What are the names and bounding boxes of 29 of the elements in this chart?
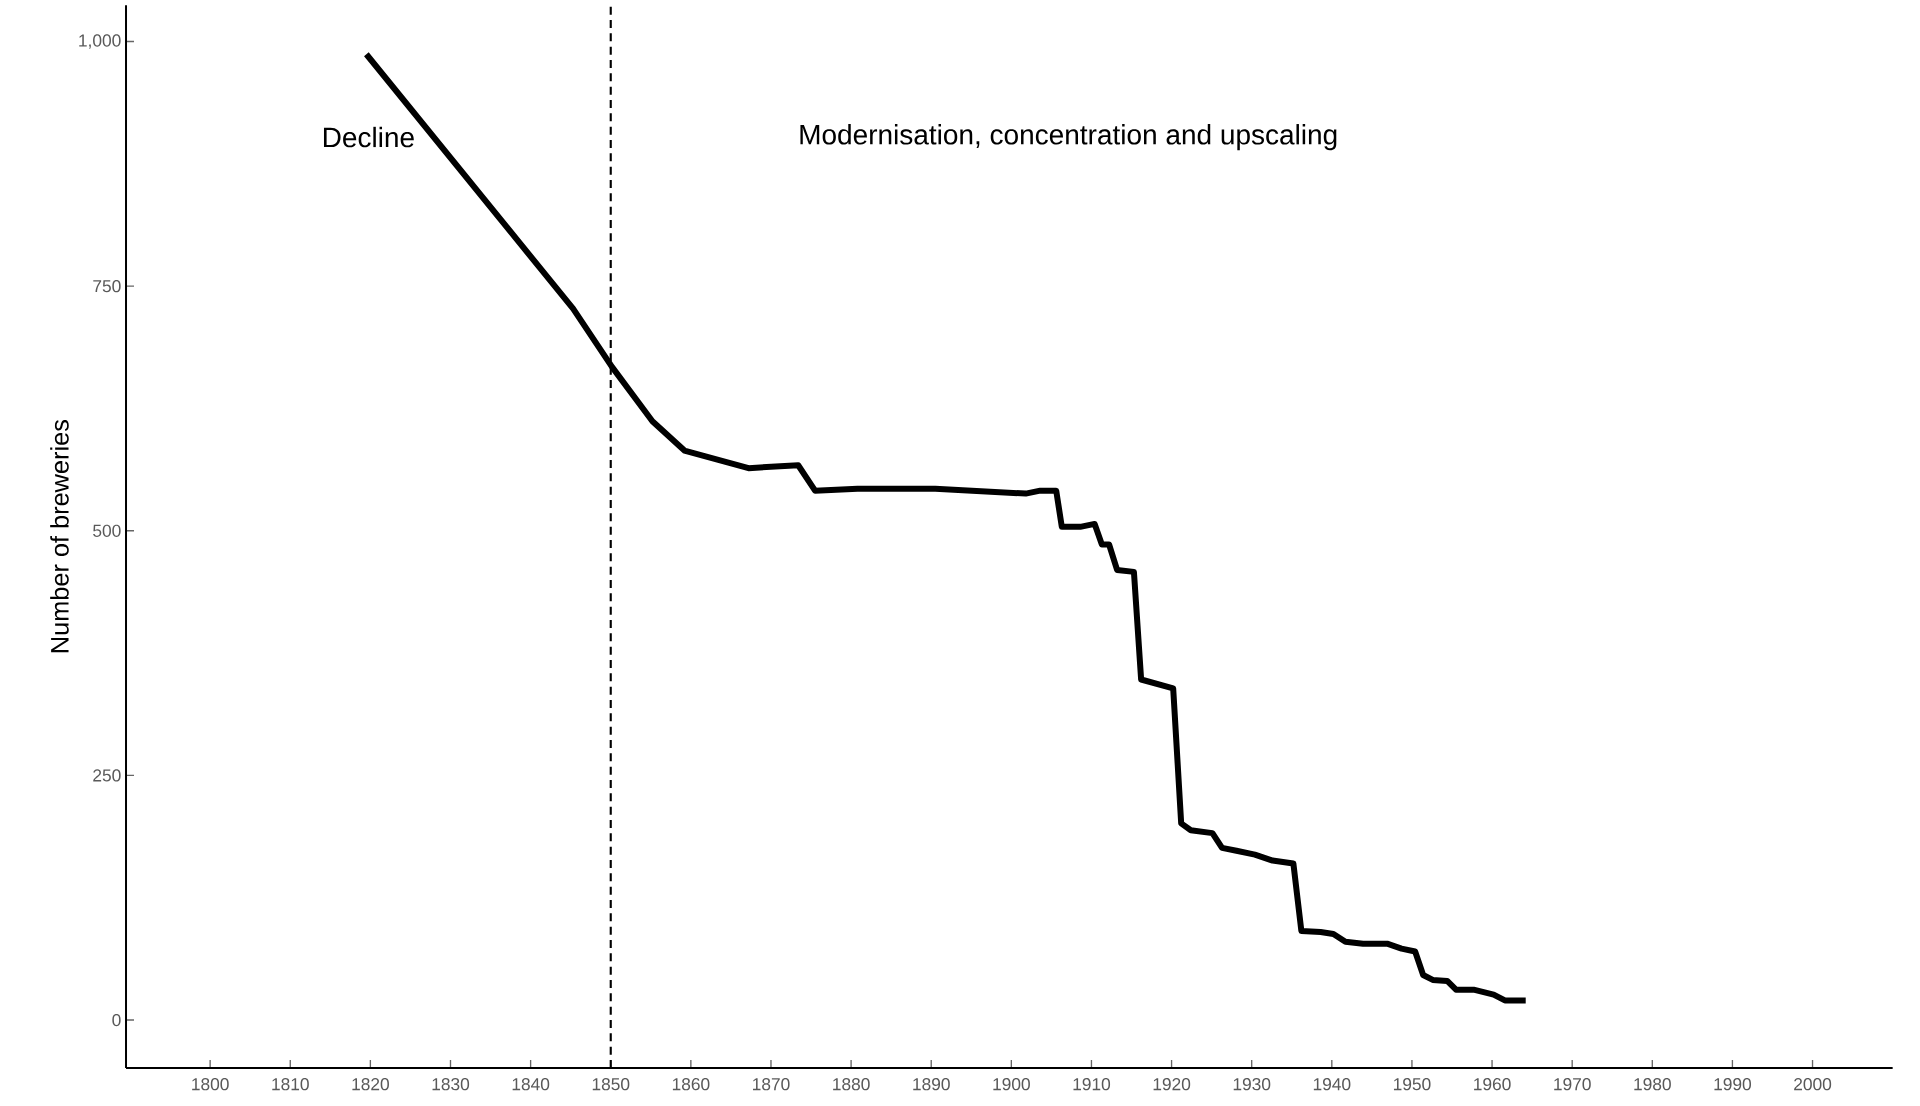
y-tick-label: 0: [112, 1013, 121, 1027]
x-tick-label: 1920: [1153, 1078, 1191, 1091]
x-tick-label: 1810: [272, 1078, 309, 1091]
x-tick-label: 1980: [1634, 1078, 1671, 1091]
x-tick-label: 1900: [993, 1078, 1030, 1091]
x-tick-label: 1930: [1233, 1078, 1271, 1091]
x-tick-label: 1870: [753, 1078, 790, 1091]
x-tick-label: 1820: [352, 1078, 389, 1091]
x-tick-label: 1850: [592, 1078, 630, 1091]
x-tick-label: 1990: [1714, 1078, 1752, 1091]
y-tick-label: 1,000: [79, 34, 121, 49]
x-tick-label: 1800: [192, 1078, 229, 1091]
y-tick-label: 250: [93, 769, 121, 782]
x-tick-label: 1910: [1073, 1078, 1111, 1091]
annotation: Decline: [323, 126, 414, 148]
x-tick-label: 2000: [1794, 1078, 1832, 1091]
x-tick-label: 1830: [432, 1078, 470, 1091]
annotation: Modernisation, concentration and upscaling: [800, 124, 1337, 151]
y-axis-title: Number of breweries: [50, 420, 69, 653]
x-tick-label: 1840: [512, 1078, 550, 1091]
x-tick-label: 1890: [913, 1078, 950, 1091]
x-tick-label: 1880: [833, 1078, 870, 1091]
y-tick-label: 500: [93, 524, 121, 537]
x-tick-label: 1960: [1474, 1078, 1511, 1091]
y-tick-label: 750: [93, 280, 121, 293]
x-tick-label: 1940: [1313, 1078, 1351, 1091]
x-tick-label: 1970: [1554, 1078, 1591, 1091]
x-tick-label: 1860: [672, 1078, 710, 1091]
x-tick-label: 1950: [1393, 1078, 1431, 1091]
